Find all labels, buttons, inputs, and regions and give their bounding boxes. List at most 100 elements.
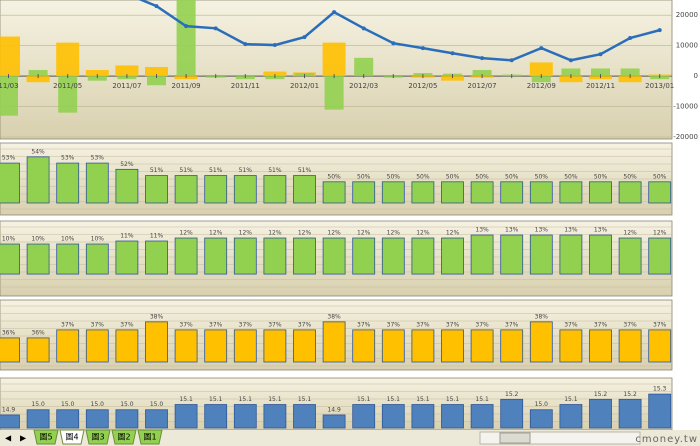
bar (589, 234, 612, 275)
value-label: 50% (505, 173, 519, 180)
y-tick-label: -20000 (673, 133, 698, 141)
bar (411, 181, 435, 204)
value-label: 12% (209, 230, 223, 237)
bar (26, 156, 50, 204)
bar (620, 68, 640, 77)
bar (26, 243, 50, 275)
bar (0, 76, 18, 116)
bar (115, 409, 139, 429)
tab-label[interactable]: 圖5 (39, 433, 52, 442)
tab-label[interactable]: 圖3 (91, 433, 104, 442)
nav-last[interactable]: ▶ (20, 434, 27, 443)
value-label: 15.1 (179, 396, 193, 403)
bar (293, 175, 316, 204)
bar (263, 175, 287, 204)
bar (28, 70, 48, 77)
value-label: 15.2 (594, 391, 608, 398)
value-label: 37% (564, 321, 578, 328)
value-label: 15.1 (446, 396, 460, 403)
watermark: cmoney.tw (635, 434, 698, 445)
bar (58, 76, 78, 113)
bar (263, 71, 287, 77)
bar (0, 243, 20, 275)
bar (176, 0, 196, 77)
bar (204, 329, 228, 363)
bar (500, 329, 524, 363)
line-point (272, 43, 277, 48)
bar (174, 237, 198, 275)
value-label: 37% (357, 321, 371, 328)
bar (648, 329, 672, 363)
line-point (628, 36, 633, 41)
bar (618, 329, 642, 363)
value-label: 38% (150, 313, 164, 320)
bar (618, 237, 642, 275)
value-label: 15.0 (150, 401, 164, 408)
tab-label[interactable]: 圖1 (143, 433, 156, 442)
tab[interactable] (111, 429, 137, 445)
value-label: 12% (268, 230, 282, 237)
value-label: 50% (475, 173, 489, 180)
value-label: 15.0 (61, 401, 75, 408)
bar (589, 329, 612, 363)
value-label: 50% (564, 173, 578, 180)
tab-label[interactable]: 圖4 (65, 433, 78, 442)
x-tick-label: 2012/03 (349, 82, 378, 90)
bar (85, 409, 109, 429)
value-label: 12% (446, 230, 460, 237)
bar (500, 234, 524, 275)
bar (529, 62, 553, 77)
y-tick-label: 20000 (676, 11, 698, 19)
bar (85, 162, 109, 204)
value-label: 12% (623, 230, 637, 237)
x-tick-label: 2011/05 (53, 82, 82, 90)
bar (145, 175, 168, 204)
value-label: 12% (357, 230, 371, 237)
y-tick-label: 10000 (676, 42, 698, 50)
value-label: 13% (505, 227, 519, 234)
bar (559, 181, 583, 204)
y-tick-label: -10000 (673, 103, 698, 111)
line-point (420, 46, 425, 51)
bar (381, 329, 405, 363)
bar (322, 414, 346, 429)
bar (293, 237, 316, 275)
nav-first[interactable]: ◀ (5, 434, 12, 443)
x-tick-label: 2011/11 (231, 82, 260, 90)
bar (56, 162, 80, 204)
bar (352, 329, 376, 363)
bar (26, 337, 50, 363)
value-label: 15.1 (564, 396, 578, 403)
tab[interactable] (33, 429, 59, 445)
value-label: 37% (475, 321, 489, 328)
bar (470, 181, 494, 204)
x-tick-label: 2012/01 (290, 82, 319, 90)
value-label: 50% (594, 173, 608, 180)
bar (441, 181, 464, 204)
value-label: 51% (179, 167, 193, 174)
tab[interactable] (85, 429, 111, 445)
value-label: 37% (61, 321, 75, 328)
value-label: 37% (623, 321, 637, 328)
value-label: 36% (2, 329, 16, 336)
value-label: 51% (239, 167, 253, 174)
bar (204, 175, 228, 204)
x-tick-label: 2012/07 (468, 82, 497, 90)
bar (26, 76, 50, 83)
value-label: 15.1 (387, 396, 401, 403)
value-label: 15.1 (268, 396, 282, 403)
tab[interactable] (137, 429, 163, 445)
bar (381, 404, 405, 429)
x-tick-label: 2011/09 (172, 82, 201, 90)
tab[interactable] (59, 429, 85, 445)
value-label: 15.3 (653, 386, 667, 393)
bar (411, 329, 435, 363)
value-label: 12% (298, 230, 312, 237)
tab-label[interactable]: 圖2 (117, 433, 130, 442)
scroll-thumb[interactable] (499, 432, 531, 444)
bar (145, 66, 168, 77)
x-tick-label: 11/03 (0, 82, 19, 90)
bar (559, 76, 583, 83)
bar (648, 237, 672, 275)
value-label: 50% (387, 173, 401, 180)
